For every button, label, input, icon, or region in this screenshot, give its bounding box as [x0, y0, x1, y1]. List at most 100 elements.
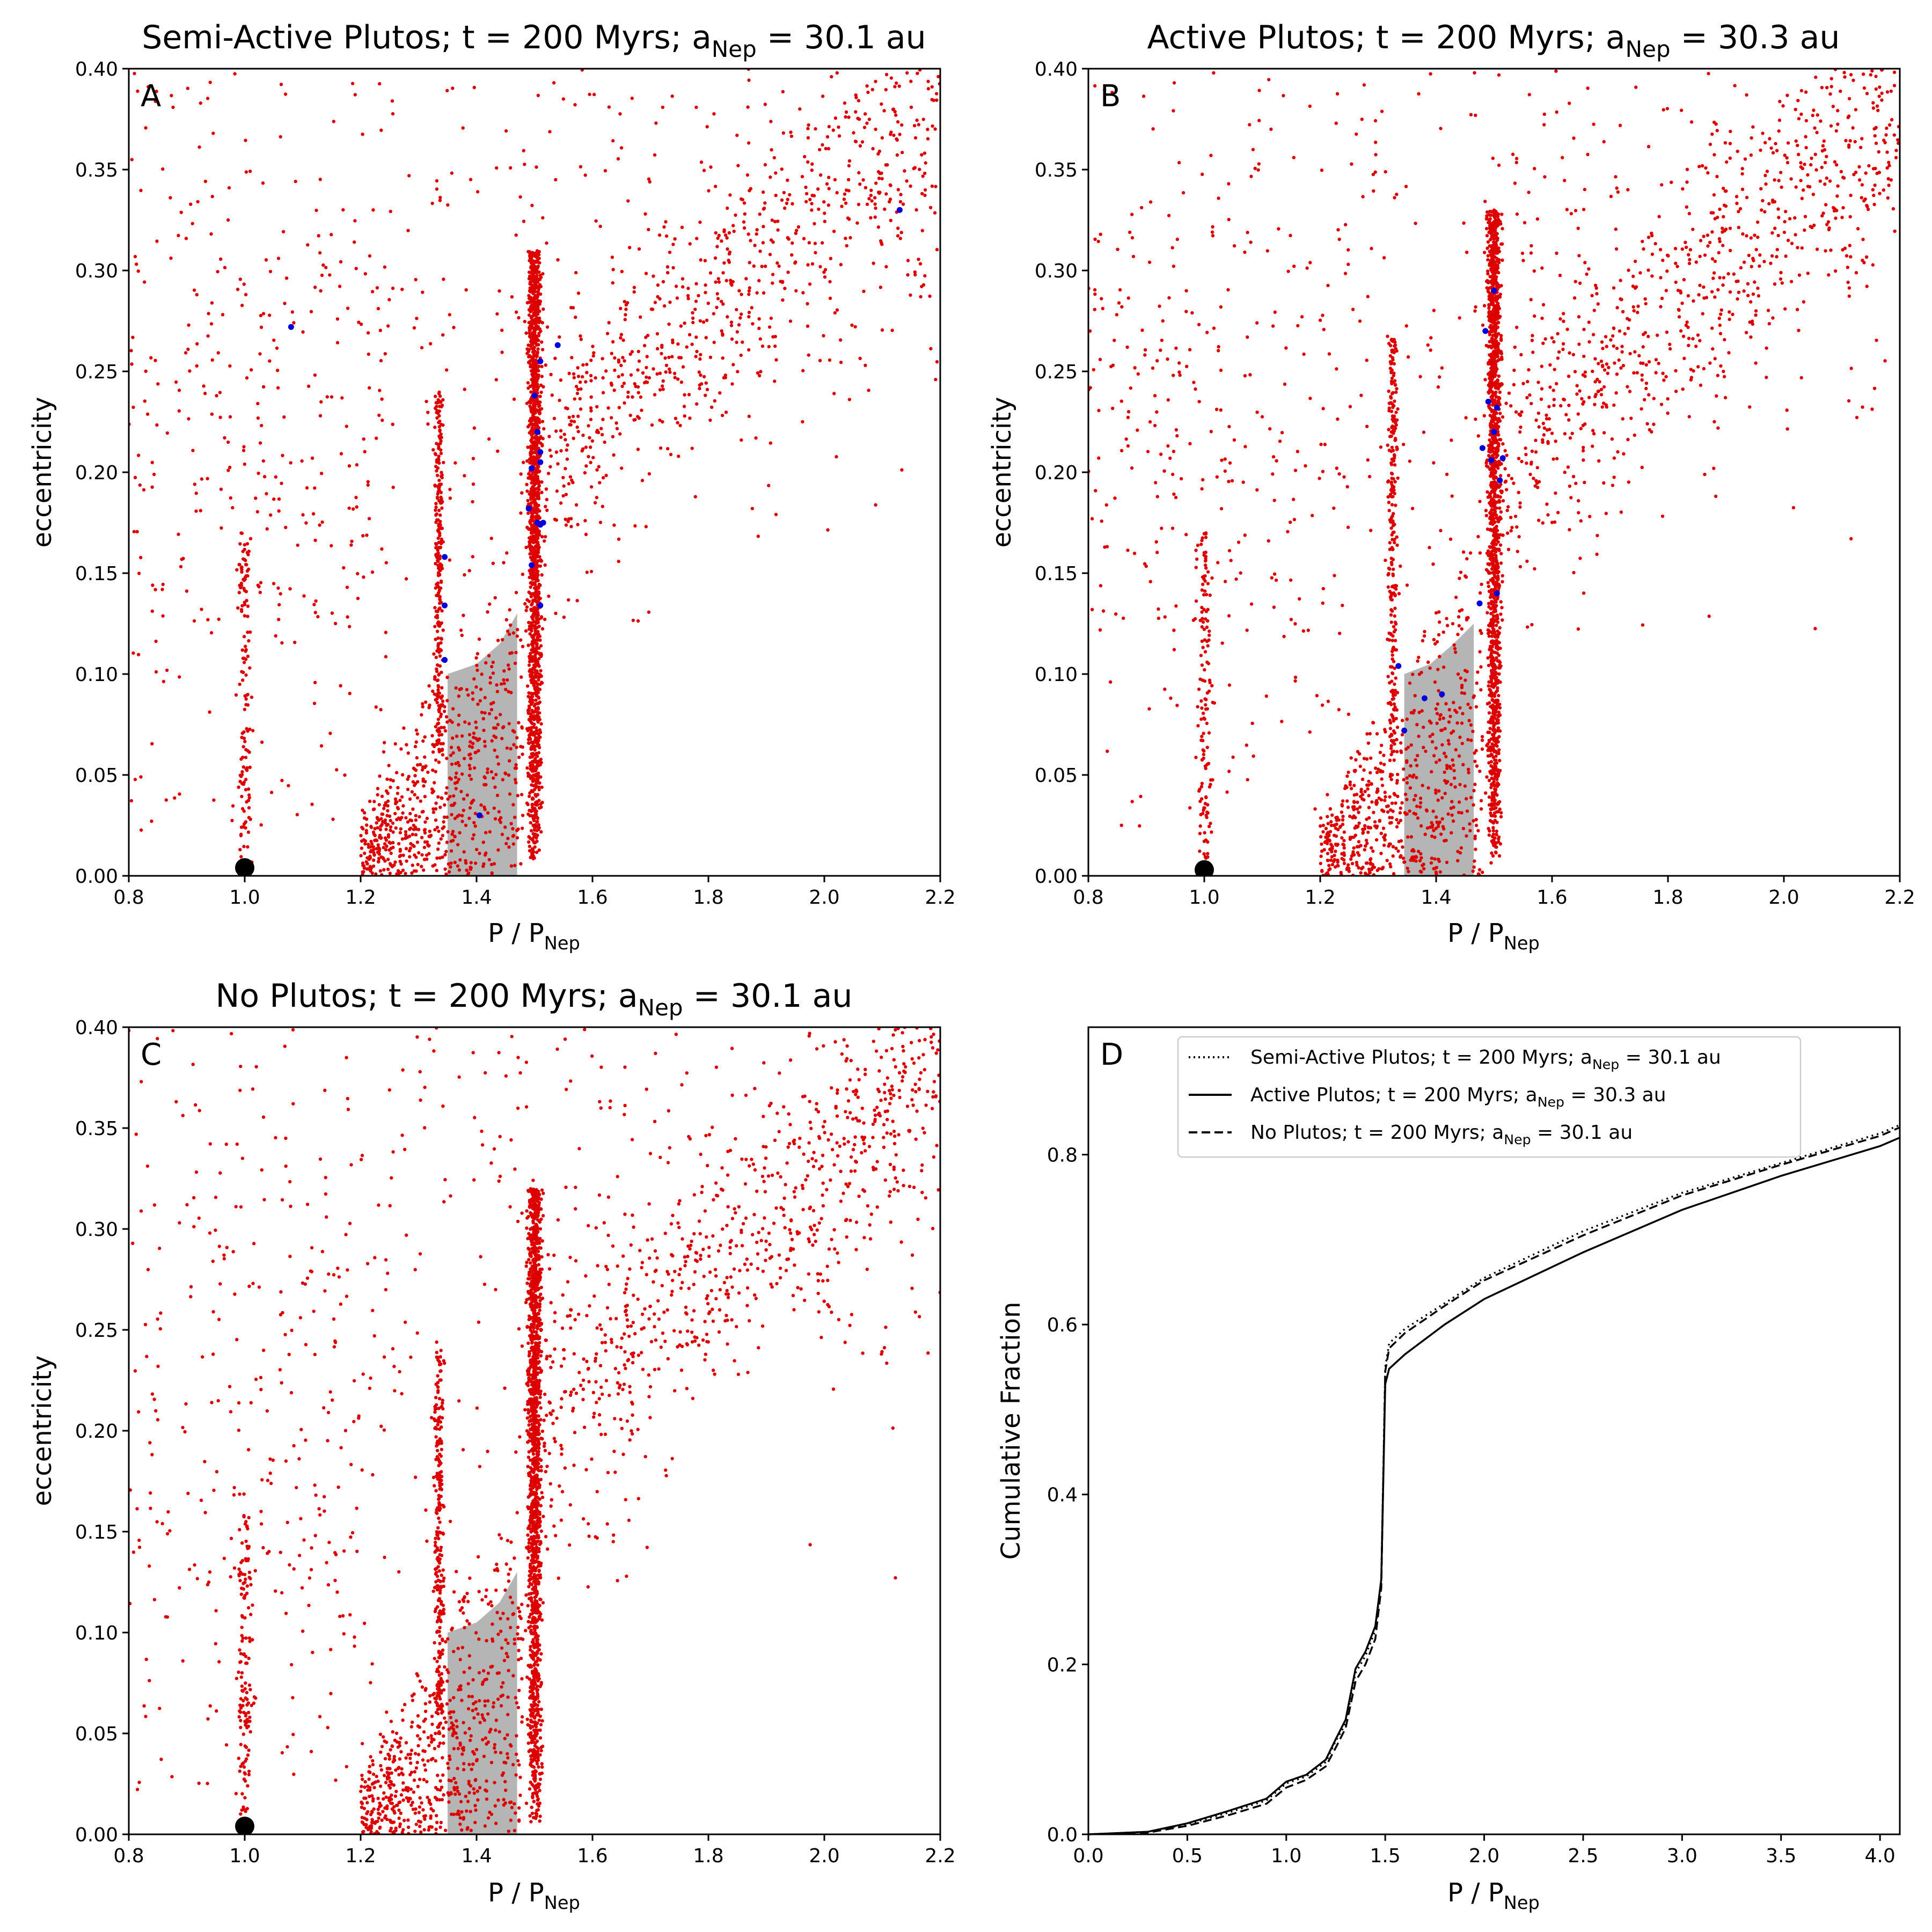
red-particle	[431, 743, 436, 747]
red-particle	[467, 722, 471, 726]
red-particle	[393, 742, 397, 746]
red-particle	[694, 335, 698, 339]
red-particle	[691, 320, 695, 325]
red-particle	[583, 173, 587, 177]
red-particle	[824, 147, 828, 151]
red-particle	[483, 711, 487, 715]
red-particle	[513, 778, 517, 781]
red-particle	[554, 178, 558, 181]
red-particle	[436, 591, 441, 595]
red-particle	[537, 455, 541, 459]
red-particle	[499, 713, 502, 716]
red-particle	[186, 86, 189, 90]
red-particle	[807, 123, 810, 127]
red-particle	[529, 712, 533, 716]
red-particle	[513, 863, 517, 867]
red-particle	[915, 118, 919, 122]
red-particle	[240, 795, 244, 799]
red-particle	[181, 557, 185, 560]
red-particle	[300, 459, 304, 463]
red-particle	[150, 819, 153, 823]
red-particle	[509, 623, 513, 627]
red-particle	[150, 485, 154, 489]
red-particle	[244, 748, 248, 752]
red-particle	[760, 344, 765, 348]
red-particle	[195, 293, 199, 297]
red-particle	[401, 868, 405, 872]
red-particle	[931, 124, 934, 128]
red-particle	[533, 803, 538, 807]
red-particle	[375, 821, 378, 825]
red-particle	[497, 289, 501, 293]
red-particle	[428, 342, 433, 346]
red-particle	[1489, 861, 1493, 865]
red-particle	[728, 193, 732, 197]
red-particle	[438, 597, 442, 601]
red-particle	[379, 358, 383, 363]
red-particle	[762, 291, 766, 295]
red-particle	[640, 479, 645, 482]
red-particle	[507, 667, 511, 671]
red-particle	[457, 723, 460, 727]
red-particle	[375, 847, 378, 851]
red-particle	[1492, 734, 1496, 737]
red-particle	[356, 572, 360, 576]
red-particle	[532, 528, 536, 532]
red-particle	[184, 237, 188, 240]
red-particle	[673, 376, 677, 379]
red-particle	[436, 571, 441, 575]
red-particle	[1485, 490, 1489, 494]
panel-a-xtick-label: 0.8	[113, 887, 144, 909]
red-particle	[456, 745, 460, 750]
red-particle	[362, 437, 365, 441]
red-particle	[889, 218, 893, 222]
red-particle	[758, 337, 763, 341]
red-particle	[377, 847, 382, 851]
red-particle	[1489, 760, 1494, 764]
red-particle	[363, 842, 367, 846]
red-particle	[525, 482, 529, 486]
blue-particle	[476, 812, 482, 818]
red-particle	[245, 727, 248, 731]
red-particle	[1490, 651, 1494, 655]
red-particle	[490, 871, 494, 875]
red-particle	[555, 489, 559, 493]
red-particle	[420, 346, 424, 350]
red-particle	[313, 611, 317, 614]
red-particle	[304, 521, 308, 525]
red-particle	[924, 161, 927, 165]
red-particle	[312, 701, 317, 705]
red-particle	[818, 148, 822, 152]
red-particle	[208, 80, 212, 84]
red-particle	[418, 763, 422, 766]
red-particle	[528, 552, 532, 556]
red-particle	[926, 137, 930, 141]
red-particle	[534, 698, 538, 702]
red-particle	[530, 789, 533, 793]
red-particle	[699, 160, 704, 164]
red-particle	[244, 170, 248, 174]
red-particle	[242, 635, 246, 639]
red-particle	[537, 848, 541, 852]
red-particle	[144, 369, 148, 373]
red-particle	[436, 492, 440, 496]
red-particle	[534, 794, 538, 798]
red-particle	[869, 188, 873, 192]
red-particle	[526, 250, 530, 254]
red-particle	[667, 322, 671, 326]
red-particle	[143, 280, 147, 284]
red-particle	[935, 360, 939, 364]
red-particle	[771, 335, 775, 339]
red-particle	[160, 588, 164, 591]
red-particle	[376, 306, 380, 311]
red-particle	[917, 123, 921, 127]
red-particle	[373, 833, 377, 838]
red-particle	[795, 229, 799, 232]
red-particle	[533, 632, 537, 636]
red-particle	[716, 236, 720, 240]
red-particle	[480, 711, 484, 714]
red-particle	[789, 130, 793, 134]
red-particle	[1486, 656, 1490, 660]
red-particle	[161, 582, 165, 587]
red-particle	[536, 338, 540, 342]
